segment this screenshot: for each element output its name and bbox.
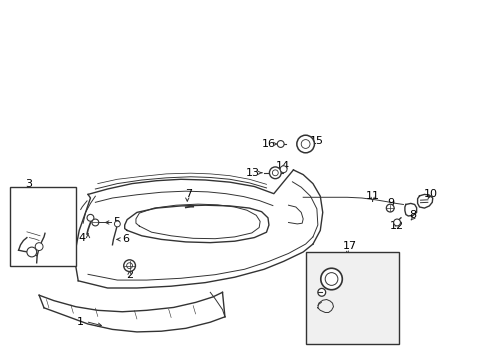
Text: 10: 10	[424, 189, 437, 199]
Circle shape	[123, 260, 135, 271]
Circle shape	[320, 268, 342, 290]
Text: 6: 6	[122, 234, 129, 244]
Text: 12: 12	[389, 221, 403, 231]
Text: 4: 4	[79, 233, 85, 243]
Circle shape	[35, 243, 43, 251]
Text: 15: 15	[309, 136, 323, 146]
Bar	[10, 187, 76, 266]
Circle shape	[296, 135, 314, 153]
Text: 18: 18	[383, 284, 396, 294]
Bar	[305, 252, 398, 344]
Circle shape	[393, 219, 400, 226]
Circle shape	[92, 219, 99, 226]
Circle shape	[114, 221, 120, 227]
Text: 2: 2	[126, 270, 133, 280]
Text: 9: 9	[387, 198, 394, 208]
Text: 3: 3	[25, 179, 32, 189]
Circle shape	[280, 166, 286, 173]
Text: 5: 5	[113, 217, 120, 228]
Text: 14: 14	[275, 161, 289, 171]
Text: 1: 1	[77, 317, 84, 327]
Circle shape	[87, 214, 94, 221]
Circle shape	[126, 263, 132, 269]
Circle shape	[27, 247, 37, 257]
Circle shape	[386, 204, 393, 212]
Circle shape	[272, 170, 278, 176]
Circle shape	[269, 167, 281, 179]
Text: 7: 7	[184, 189, 191, 199]
Circle shape	[325, 273, 337, 285]
Text: 13: 13	[246, 168, 260, 178]
Text: 8: 8	[409, 210, 416, 220]
Circle shape	[317, 288, 325, 296]
Text: 17: 17	[342, 240, 356, 251]
Text: 11: 11	[365, 191, 379, 201]
Text: 16: 16	[262, 139, 275, 149]
Circle shape	[301, 140, 309, 148]
Circle shape	[277, 140, 284, 148]
